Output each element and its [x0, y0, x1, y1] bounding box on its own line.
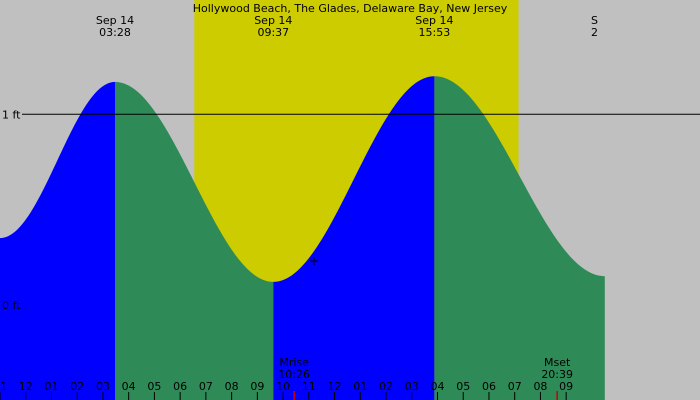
- x-tick-label: 01: [44, 380, 58, 393]
- moon-event-label: Mrise: [279, 356, 309, 369]
- event-time-label: 15:53: [419, 26, 451, 39]
- x-tick-label: 06: [482, 380, 496, 393]
- x-tick-label: 05: [147, 380, 161, 393]
- event-time-label: 03:28: [99, 26, 131, 39]
- rising-tide-area: [273, 76, 435, 400]
- x-tick-label: 07: [508, 380, 522, 393]
- falling-tide-area: [434, 76, 605, 400]
- x-tick-label: 11: [302, 380, 316, 393]
- moon-event-label: Mset: [544, 356, 571, 369]
- x-tick-label: 04: [431, 380, 445, 393]
- x-tick-label: 08: [533, 380, 547, 393]
- x-tick-label: 12: [328, 380, 342, 393]
- x-tick-label: 09: [250, 380, 264, 393]
- x-tick-label: 08: [225, 380, 239, 393]
- x-tick-label: 07: [199, 380, 213, 393]
- y-tick-label: 0 ft: [2, 299, 21, 312]
- x-tick-label: 03: [405, 380, 419, 393]
- event-date-label: Sep 14: [96, 14, 134, 27]
- x-tick-label: 02: [70, 380, 84, 393]
- y-tick-label: 1 ft: [2, 108, 21, 121]
- x-tick-label: 11: [0, 380, 7, 393]
- rising-tide-area: [0, 81, 116, 400]
- moon-event-time: 10:26: [278, 368, 310, 381]
- event-date-label: Sep 14: [415, 14, 453, 27]
- event-date-label: Sep 14: [254, 14, 292, 27]
- x-axis-ticks: 11 12 01 02 03 04 05 06 07 08 09 10 11 12 01 02 03 04 05 06…: [0, 380, 573, 400]
- x-tick-label: 05: [456, 380, 470, 393]
- event-date-label: S: [591, 14, 598, 27]
- x-tick-label: 03: [96, 380, 110, 393]
- curve-markers: [309, 256, 318, 265]
- x-tick-label: 10: [276, 380, 290, 393]
- event-time-label: 2: [591, 26, 598, 39]
- tide-areas: [0, 76, 605, 400]
- x-tick-label: 12: [19, 380, 33, 393]
- curve-marker: [309, 256, 318, 265]
- falling-tide-area: [115, 81, 274, 400]
- chart-title: Hollywood Beach, The Glades, Delaware Ba…: [193, 2, 508, 15]
- moon-event-time: 20:39: [541, 368, 573, 381]
- x-tick-label: 06: [173, 380, 187, 393]
- y-axis-labels: 1 ft 0 ft: [2, 108, 21, 311]
- event-time-label: 09:37: [257, 26, 289, 39]
- x-tick-label: 04: [122, 380, 136, 393]
- x-tick-label: 01: [353, 380, 367, 393]
- x-tick-label: 09: [559, 380, 573, 393]
- x-tick-label: 02: [379, 380, 393, 393]
